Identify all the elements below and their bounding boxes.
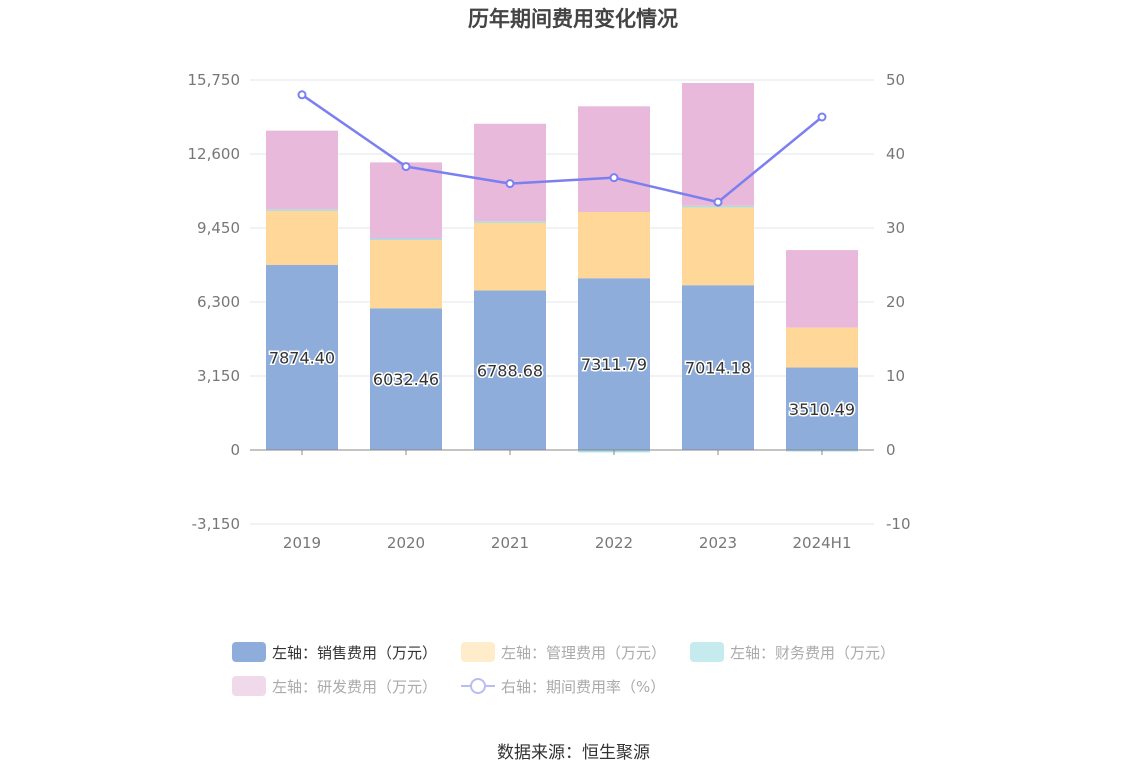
bar-segment — [474, 290, 546, 450]
chart-canvas: 历年期间费用变化情况 -3,150 -10 0 0 3,150 10 6,300 20 9,45… — [188, 7, 911, 552]
x-tick-label: 2022 — [595, 534, 633, 552]
data-labels: 7874.40 6032.46 6788.68 7311.79 7014.18 3510.… — [267, 347, 856, 420]
bar-segment — [682, 206, 754, 286]
bar-segment — [474, 221, 546, 223]
legend-label-sales: 左轴：销售费用（万元） — [272, 643, 438, 662]
legend-label-rate: 右轴：期间费用率（%） — [501, 677, 666, 696]
y-right-tick-label: 50 — [886, 71, 905, 89]
bar-segment — [266, 130, 338, 210]
bar-segment — [578, 106, 650, 212]
rate-point — [817, 112, 827, 122]
x-tick-label: 2024H1 — [793, 534, 852, 552]
legend-row-1: 左轴：销售费用（万元） 左轴：管理费用（万元） 左轴：财务费用（万元） — [232, 640, 932, 664]
y-left-tick-label: 9,450 — [197, 219, 240, 237]
y-right-tick-label: 30 — [886, 219, 905, 237]
x-tick-label: 2019 — [283, 534, 321, 552]
bar-segment — [266, 265, 338, 450]
legend-item-admin[interactable]: 左轴：管理费用（万元） — [461, 642, 666, 663]
data-label: 3510.49 — [789, 400, 855, 419]
data-label: 7874.40 — [269, 349, 335, 368]
bar-segment — [578, 278, 650, 450]
bar-segment — [578, 211, 650, 279]
bar-segment — [266, 209, 338, 211]
bar-segment — [474, 221, 546, 291]
y-left-tick-label: 6,300 — [197, 293, 240, 311]
bar-segment — [682, 82, 754, 206]
y-right-tick-label: 20 — [886, 293, 905, 311]
rate-point — [505, 179, 515, 189]
y-right-tick-label: -10 — [886, 515, 911, 533]
y-right-tick-label: 0 — [886, 441, 896, 459]
data-label: 6788.68 — [477, 361, 543, 380]
grid-lines — [250, 79, 874, 525]
legend-swatch-rnd — [232, 676, 266, 696]
bar-segment — [266, 209, 338, 266]
bar-segment — [474, 123, 546, 222]
bar-segment — [786, 250, 858, 328]
data-label: 6032.46 — [373, 370, 439, 389]
legend-item-finance[interactable]: 左轴：财务费用（万元） — [690, 642, 895, 663]
legend-swatch-rate-icon — [461, 678, 496, 694]
rate-point — [297, 90, 307, 100]
bar-segment — [370, 238, 442, 309]
legend-label-rnd: 左轴：研发费用（万元） — [272, 677, 438, 696]
bar-segment — [370, 162, 442, 239]
legend-item-sales[interactable]: 左轴：销售费用（万元） — [232, 642, 437, 663]
y-left-tick-label: 3,150 — [197, 367, 240, 385]
rate-point — [609, 173, 619, 183]
bar-segment — [682, 285, 754, 450]
y-right-tick-label: 40 — [886, 145, 905, 163]
rate-polyline — [301, 93, 823, 204]
bar-segment — [370, 308, 442, 450]
y-left-tick-label: 0 — [230, 441, 240, 459]
rate-point — [401, 162, 411, 172]
bar-segment — [786, 327, 858, 368]
bar-segment — [786, 367, 858, 450]
legend-label-finance: 左轴：财务费用（万元） — [730, 643, 896, 662]
legend-item-rate[interactable]: 右轴：期间费用率（%） — [461, 676, 665, 697]
axes: -3,150 -10 0 0 3,150 10 6,300 20 9,450 30 12,600 40… — [188, 71, 911, 552]
y-left-tick-label: 15,750 — [188, 71, 241, 89]
legend: 左轴：销售费用（万元） 左轴：管理费用（万元） 左轴：财务费用（万元） 左轴：研… — [232, 640, 932, 708]
x-tick-label: 2020 — [387, 534, 425, 552]
x-tick-label: 2021 — [491, 534, 529, 552]
y-right-tick-label: 10 — [886, 367, 905, 385]
x-tick-label: 2023 — [699, 534, 737, 552]
legend-swatch-sales — [232, 642, 266, 662]
legend-label-admin: 左轴：管理费用（万元） — [501, 643, 667, 662]
data-source: 数据来源：恒生聚源 — [497, 743, 650, 763]
chart-title: 历年期间费用变化情况 — [468, 7, 678, 31]
rate-point — [713, 197, 723, 207]
legend-item-rnd[interactable]: 左轴：研发费用（万元） — [232, 676, 437, 697]
y-left-tick-label: 12,600 — [188, 145, 241, 163]
y-left-tick-label: -3,150 — [192, 515, 240, 533]
data-label: 7311.79 — [581, 355, 647, 374]
bar-segment — [370, 238, 442, 241]
legend-row-2: 左轴：研发费用（万元） 右轴：期间费用率（%） — [232, 674, 932, 698]
legend-swatch-admin — [461, 642, 496, 662]
legend-swatch-finance — [690, 642, 725, 662]
rate-line — [297, 90, 827, 207]
bar-layer — [266, 82, 858, 453]
data-label: 7014.18 — [685, 359, 751, 378]
